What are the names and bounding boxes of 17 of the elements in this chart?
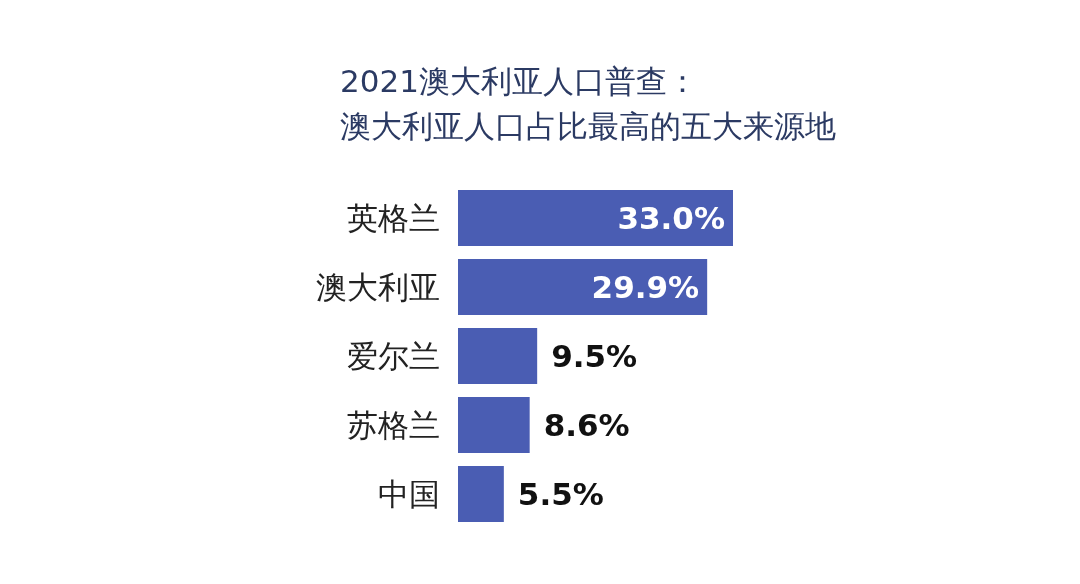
- y-tick-label: 英格兰: [347, 200, 440, 236]
- bar: [458, 259, 708, 315]
- chart-subtitle: 澳大利亚人口占比最高的五大来源地: [340, 108, 836, 144]
- chart-title: 2021澳大利亚人口普查：: [340, 63, 698, 99]
- bar: [458, 466, 504, 522]
- bar: [458, 328, 538, 384]
- bar: [458, 397, 530, 453]
- y-tick-label: 苏格兰: [347, 407, 440, 443]
- data-label: 8.6%: [543, 407, 630, 443]
- bar: [458, 190, 733, 246]
- y-tick-label: 爱尔兰: [347, 338, 440, 374]
- y-tick-label: 澳大利亚: [316, 269, 440, 305]
- data-label: 9.5%: [551, 338, 638, 374]
- y-tick-label: 中国: [378, 476, 440, 512]
- data-label: 5.5%: [517, 476, 604, 512]
- data-label: 29.9%: [591, 269, 700, 305]
- data-label: 33.0%: [617, 200, 725, 236]
